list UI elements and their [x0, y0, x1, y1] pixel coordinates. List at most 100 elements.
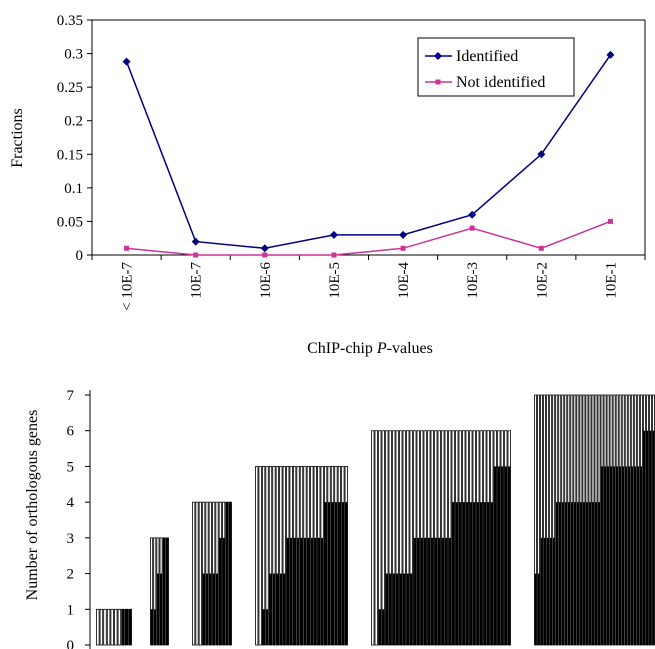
- data-point-not-identified: [469, 225, 475, 231]
- bar-solid: [490, 502, 493, 645]
- bar-solid: [338, 502, 341, 645]
- bar-solid: [202, 573, 205, 645]
- bar-solid: [303, 537, 307, 645]
- legend: Identified Not identified: [417, 37, 575, 97]
- y-axis-label: Fractions: [9, 108, 26, 168]
- legend-not-identified-label: Not identified: [456, 74, 545, 91]
- x-tick-label: 10E-3: [465, 262, 481, 299]
- bar-outline: [258, 466, 262, 646]
- bar-solid: [215, 573, 219, 645]
- bar-outline: [198, 501, 202, 646]
- bar-solid: [121, 609, 125, 645]
- bar-solid: [585, 502, 588, 645]
- y-tick-label: 0.05: [57, 214, 83, 230]
- data-point-not-identified: [262, 252, 268, 258]
- bar-outline: [114, 608, 118, 646]
- bar-solid: [628, 466, 631, 645]
- bar-solid: [378, 609, 381, 645]
- bar-solid: [576, 502, 579, 645]
- bar-solid: [205, 573, 209, 645]
- bar-outline: [99, 608, 104, 646]
- bar-solid: [601, 466, 604, 645]
- bar-solid: [616, 466, 619, 645]
- bar-solid: [163, 537, 166, 645]
- x-tick-label: 10E-1: [603, 262, 619, 299]
- bar-solid: [652, 430, 655, 645]
- bar-solid: [649, 430, 652, 645]
- bar-solid: [150, 609, 153, 645]
- bar-solid: [622, 466, 625, 645]
- bar-solid: [331, 502, 334, 645]
- bar-solid: [534, 573, 537, 645]
- bar-solid: [406, 573, 409, 645]
- bar-solid: [296, 537, 300, 645]
- bar-solid: [555, 502, 558, 645]
- bar-solid: [441, 537, 444, 645]
- bar-group: [96, 608, 132, 646]
- data-point-not-identified: [538, 245, 544, 251]
- bar-solid: [508, 466, 511, 645]
- bar-solid: [289, 537, 293, 645]
- bar-group: [150, 537, 169, 646]
- bar-solid: [504, 466, 507, 645]
- bar-solid: [588, 502, 591, 645]
- y-tick-label: 0.2: [64, 114, 83, 130]
- bar-solid: [128, 609, 132, 645]
- data-point-not-identified: [124, 245, 130, 251]
- bar-solid: [501, 466, 504, 645]
- bar-solid: [567, 502, 570, 645]
- bar-solid: [546, 537, 549, 645]
- bar-solid: [466, 502, 469, 645]
- bar-solid: [631, 466, 634, 645]
- bar-solid: [640, 466, 643, 645]
- bar-solid: [646, 430, 649, 645]
- bar-outline: [106, 608, 111, 646]
- series-line-not-identified: [126, 220, 611, 256]
- bar-outline: [110, 608, 114, 646]
- bar-solid: [403, 573, 406, 645]
- bar-solid: [448, 537, 451, 645]
- bar-solid: [269, 573, 272, 645]
- bar-solid: [613, 466, 616, 645]
- bar-solid: [598, 502, 601, 645]
- bar-outline: [371, 430, 375, 646]
- bar-solid: [558, 502, 561, 645]
- bar-solid: [625, 466, 628, 645]
- x-ticks: < 10E-7 10E-7 10E-6 10E-5 10E-4 10E-3 10E-2 10E…: [91, 255, 646, 311]
- bar-outline: [103, 608, 107, 646]
- bar-solid: [413, 537, 416, 645]
- x-tick-label: 10E-4: [396, 262, 412, 299]
- bar-outline: [195, 501, 199, 646]
- bar-solid: [417, 537, 420, 645]
- bottom-y-tick-label: 1: [67, 602, 75, 618]
- bottom-y-tick-label: 6: [67, 424, 75, 440]
- bar-solid: [276, 573, 279, 645]
- bar-solid: [561, 502, 564, 645]
- bar-solid: [494, 466, 497, 645]
- bar-solid: [455, 502, 458, 645]
- bar-solid: [265, 609, 269, 645]
- bar-solid: [643, 430, 646, 645]
- bar-solid: [293, 537, 296, 645]
- bottom-y-tick-label: 3: [67, 531, 75, 547]
- bar-solid: [438, 537, 441, 645]
- bar-solid: [549, 537, 552, 645]
- bar-solid: [225, 502, 229, 645]
- bar-solid: [582, 502, 585, 645]
- bar-solid: [434, 537, 437, 645]
- bar-solid: [564, 502, 567, 645]
- y-ticks: 0 0.05 0.1 0.15 0.2 0.25 0.3 0.35: [57, 13, 92, 264]
- bar-solid: [570, 502, 573, 645]
- bar-solid: [307, 537, 310, 645]
- bar-solid: [229, 502, 232, 645]
- bar-outline: [96, 608, 100, 646]
- bar-solid: [279, 573, 283, 645]
- bar-solid: [637, 466, 640, 645]
- bar-solid: [262, 609, 265, 645]
- bar-solid: [476, 502, 479, 645]
- x-tick-label: 10E-7: [189, 262, 205, 299]
- x-tick-label: 10E-2: [534, 262, 550, 299]
- bar-solid: [591, 502, 594, 645]
- bar-group: [192, 501, 232, 646]
- bar-solid: [222, 537, 225, 645]
